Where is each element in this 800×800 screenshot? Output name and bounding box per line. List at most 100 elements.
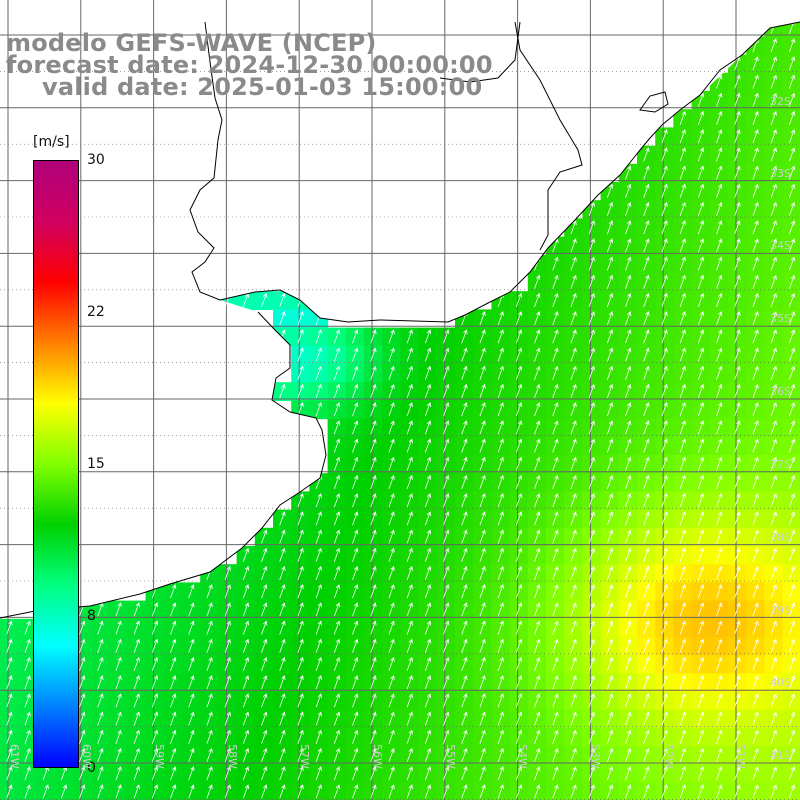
wind-arrow bbox=[716, 220, 723, 235]
wind-arrow bbox=[606, 238, 614, 253]
wind-arrow bbox=[370, 511, 377, 526]
wind-arrow bbox=[206, 565, 213, 581]
wind-arrow bbox=[625, 365, 632, 380]
wind-arrow bbox=[424, 365, 432, 380]
wind-arrow bbox=[734, 620, 741, 635]
wind-arrow bbox=[151, 766, 159, 781]
wind-arrow bbox=[534, 402, 541, 417]
wind-arrow bbox=[643, 602, 650, 617]
wind-arrow bbox=[97, 729, 104, 744]
wind-arrow bbox=[552, 711, 559, 726]
wind-arrow bbox=[643, 456, 650, 471]
wind-arrow bbox=[770, 56, 777, 71]
wind-arrow bbox=[406, 365, 413, 380]
wind-arrow bbox=[697, 729, 705, 744]
wind-arrow bbox=[716, 365, 723, 380]
wind-arrow bbox=[297, 620, 304, 635]
wind-arrow bbox=[606, 766, 614, 781]
wind-arrow bbox=[224, 711, 231, 726]
wind-arrow bbox=[424, 693, 432, 708]
wind-arrow bbox=[24, 766, 31, 781]
wind-arrow bbox=[661, 347, 668, 362]
wind-arrow bbox=[752, 311, 759, 326]
coastline-segment bbox=[514, 21, 583, 251]
wind-arrow bbox=[661, 474, 668, 490]
wind-arrow bbox=[552, 729, 559, 744]
wind-arrow bbox=[625, 238, 632, 253]
wind-arrow bbox=[424, 547, 432, 562]
wind-arrow bbox=[170, 693, 177, 708]
longitude-label: 55W bbox=[444, 744, 457, 769]
wind-arrow bbox=[461, 474, 468, 490]
wind-arrow bbox=[606, 183, 614, 198]
wind-arrow bbox=[79, 620, 86, 635]
wind-arrow bbox=[388, 438, 395, 453]
wind-arrow bbox=[534, 311, 541, 326]
wind-arrow bbox=[752, 456, 759, 471]
wind-arrow bbox=[625, 602, 632, 617]
wind-arrow bbox=[770, 602, 777, 617]
wind-arrow bbox=[697, 329, 705, 344]
wind-arrow bbox=[297, 565, 304, 581]
latitude-label: 40S bbox=[770, 676, 791, 689]
wind-arrow bbox=[115, 693, 122, 708]
wind-arrow bbox=[588, 747, 595, 763]
wind-arrow bbox=[333, 675, 341, 690]
wind-arrow bbox=[534, 420, 541, 435]
wind-arrow bbox=[443, 693, 450, 708]
wind-arrow bbox=[661, 693, 668, 708]
wind-arrow bbox=[297, 329, 304, 344]
wind-arrow bbox=[461, 729, 468, 744]
wind-arrow bbox=[606, 565, 614, 581]
wind-arrow bbox=[515, 456, 523, 471]
wind-arrow bbox=[224, 747, 231, 763]
coastline-segment bbox=[0, 311, 327, 619]
wind-arrow bbox=[206, 766, 213, 781]
wind-arrow bbox=[370, 493, 377, 508]
wind-arrow bbox=[515, 292, 523, 308]
wind-arrow bbox=[443, 675, 450, 690]
wind-arrow bbox=[443, 766, 450, 781]
wind-arrow bbox=[788, 584, 796, 599]
wind-arrow bbox=[625, 165, 632, 180]
wind-arrow bbox=[643, 183, 650, 198]
wind-arrow bbox=[625, 584, 632, 599]
wind-arrow bbox=[716, 129, 723, 144]
wind-arrow bbox=[552, 420, 559, 435]
wind-arrow bbox=[534, 620, 541, 635]
wind-arrow bbox=[534, 675, 541, 690]
wind-arrow bbox=[643, 584, 650, 599]
wind-arrow bbox=[661, 238, 668, 253]
wind-arrow bbox=[479, 747, 486, 763]
wind-arrow bbox=[515, 329, 523, 344]
wind-arrow bbox=[315, 620, 322, 635]
wind-arrow bbox=[206, 675, 213, 690]
wind-arrow bbox=[788, 729, 796, 744]
wind-arrow bbox=[788, 784, 796, 799]
wind-arrow bbox=[643, 329, 650, 344]
wind-arrow bbox=[716, 402, 723, 417]
wind-arrow bbox=[588, 493, 595, 508]
wind-arrow bbox=[552, 693, 559, 708]
wind-arrow bbox=[534, 329, 541, 344]
wind-arrow bbox=[643, 238, 650, 253]
wind-arrow bbox=[24, 747, 31, 763]
wind-arrow bbox=[770, 110, 777, 126]
wind-arrow bbox=[588, 675, 595, 690]
wind-arrow bbox=[133, 766, 140, 781]
wind-arrow bbox=[752, 56, 759, 71]
colorbar-tick-label: 22 bbox=[87, 304, 105, 320]
wind-arrow bbox=[388, 620, 395, 635]
wind-arrow bbox=[443, 729, 450, 744]
wind-arrow bbox=[643, 729, 650, 744]
model-title: modelo GEFS-WAVE (NCEP) bbox=[6, 29, 377, 57]
wind-arrow bbox=[406, 438, 413, 453]
wind-arrow bbox=[315, 638, 322, 653]
wind-arrow bbox=[679, 729, 686, 744]
wind-arrow bbox=[661, 129, 668, 144]
wind-arrow bbox=[443, 584, 450, 599]
wind-arrow bbox=[661, 620, 668, 635]
wind-arrow bbox=[697, 165, 705, 180]
wind-arrow bbox=[79, 766, 86, 781]
wind-arrow bbox=[752, 602, 759, 617]
